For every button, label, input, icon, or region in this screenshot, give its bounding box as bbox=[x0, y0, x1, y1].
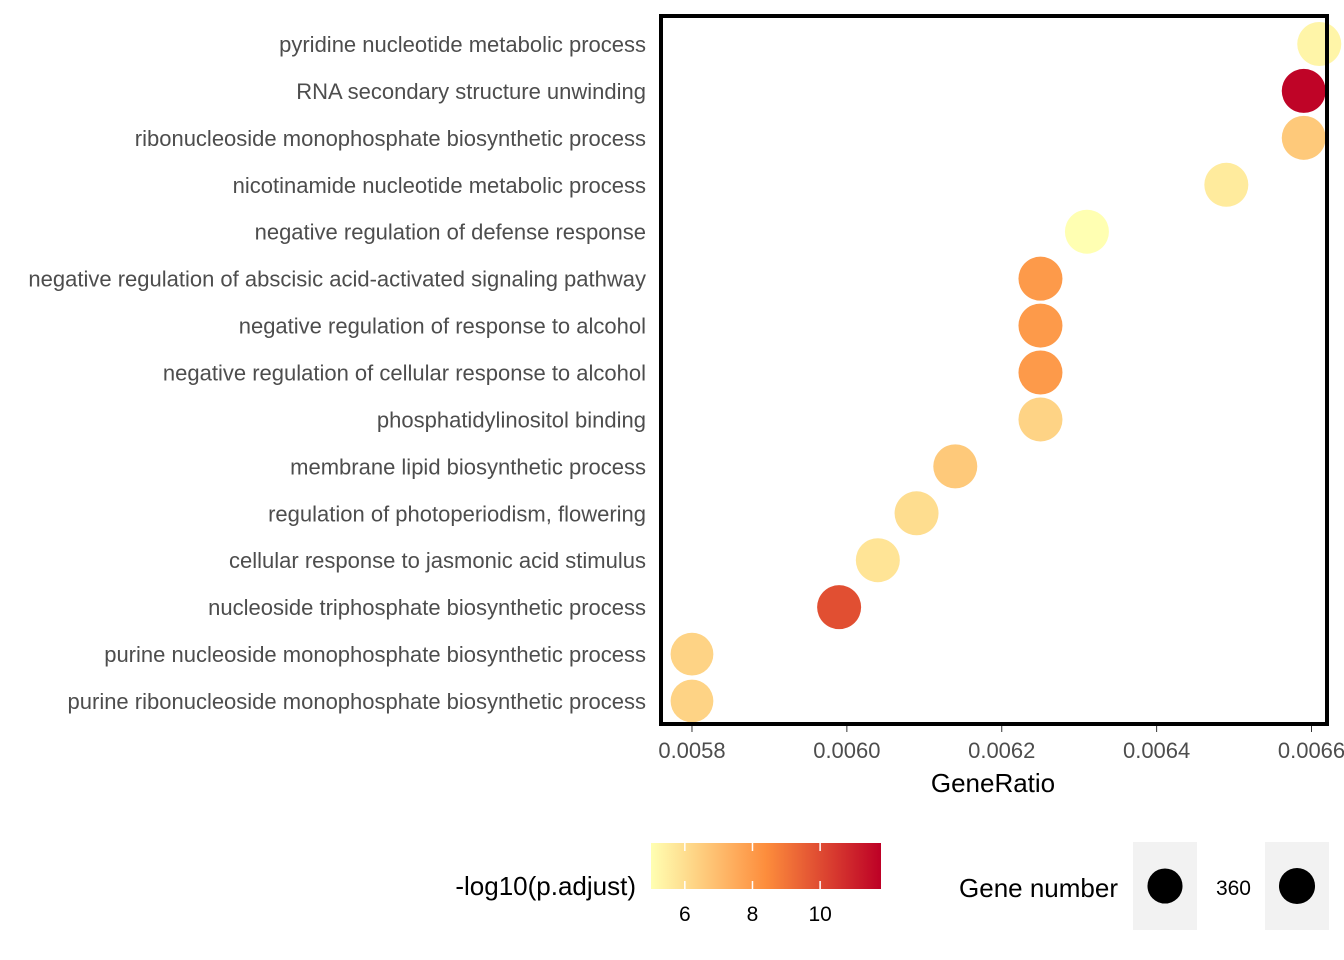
size-legend-dot bbox=[1278, 867, 1316, 905]
data-point bbox=[855, 538, 900, 583]
category-label: negative regulation of response to alcoh… bbox=[239, 314, 646, 339]
category-label: negative regulation of cellular response… bbox=[163, 361, 646, 386]
data-point bbox=[1281, 115, 1326, 160]
category-label: purine ribonucleoside monophosphate bios… bbox=[68, 689, 646, 714]
data-point bbox=[894, 491, 939, 536]
data-point bbox=[1018, 397, 1063, 442]
x-tick-label: 0.0066 bbox=[1278, 738, 1344, 763]
x-tick-label: 0.0060 bbox=[813, 738, 880, 763]
data-point bbox=[817, 585, 862, 630]
data-point bbox=[933, 444, 978, 489]
category-label: purine nucleoside monophosphate biosynth… bbox=[104, 642, 646, 667]
x-tick-label: 0.0062 bbox=[968, 738, 1035, 763]
data-point bbox=[1281, 68, 1326, 113]
data-points bbox=[670, 22, 1342, 723]
data-point bbox=[1204, 162, 1249, 207]
category-label: negative regulation of abscisic acid-act… bbox=[28, 267, 646, 292]
category-label: membrane lipid biosynthetic process bbox=[290, 454, 646, 479]
color-legend-tick-label: 10 bbox=[808, 903, 831, 926]
panel-border bbox=[659, 14, 1329, 726]
size-legend-dot bbox=[1147, 868, 1183, 904]
size-legend-keys: 360 bbox=[1133, 842, 1329, 930]
color-legend-title: -log10(p.adjust) bbox=[455, 871, 636, 901]
color-legend-tick-label: 6 bbox=[679, 903, 691, 926]
data-point bbox=[1297, 22, 1342, 66]
data-point bbox=[1018, 256, 1063, 301]
x-tick-label: 0.0058 bbox=[658, 738, 725, 763]
data-point bbox=[1018, 350, 1063, 395]
size-legend-title: Gene number bbox=[959, 873, 1118, 903]
category-labels: pyridine nucleotide metabolic process RNA… bbox=[28, 32, 646, 714]
color-legend-tick-label: 8 bbox=[747, 903, 759, 926]
color-legend: -log10(p.adjust) 6 8 10 bbox=[455, 843, 881, 926]
category-label: ribonucleoside monophosphate biosyntheti… bbox=[135, 126, 646, 151]
x-axis-ticks: 0.0058 0.0060 0.0062 0.0064 0.0066 bbox=[658, 726, 1344, 763]
data-point bbox=[670, 632, 714, 676]
category-label: regulation of photoperiodism, flowering bbox=[268, 501, 646, 526]
category-label: nucleoside triphosphate biosynthetic pro… bbox=[208, 595, 646, 620]
category-label: RNA secondary structure unwinding bbox=[296, 79, 646, 104]
size-legend: Gene number 360 bbox=[959, 842, 1329, 930]
category-label: nicotinamide nucleotide metabolic proces… bbox=[233, 173, 646, 198]
category-label: cellular response to jasmonic acid stimu… bbox=[229, 548, 646, 573]
data-point bbox=[670, 679, 714, 723]
data-point bbox=[1064, 209, 1109, 254]
data-point bbox=[1018, 303, 1063, 348]
category-label: phosphatidylinositol binding bbox=[377, 407, 646, 432]
category-label: pyridine nucleotide metabolic process bbox=[279, 32, 646, 57]
size-legend-label: 360 bbox=[1216, 877, 1251, 900]
color-legend-ticks: 6 8 10 bbox=[679, 843, 832, 926]
category-label: negative regulation of defense response bbox=[255, 220, 646, 245]
x-axis-title: GeneRatio bbox=[931, 768, 1055, 798]
x-tick-label: 0.0064 bbox=[1123, 738, 1190, 763]
color-legend-bar bbox=[651, 843, 881, 889]
